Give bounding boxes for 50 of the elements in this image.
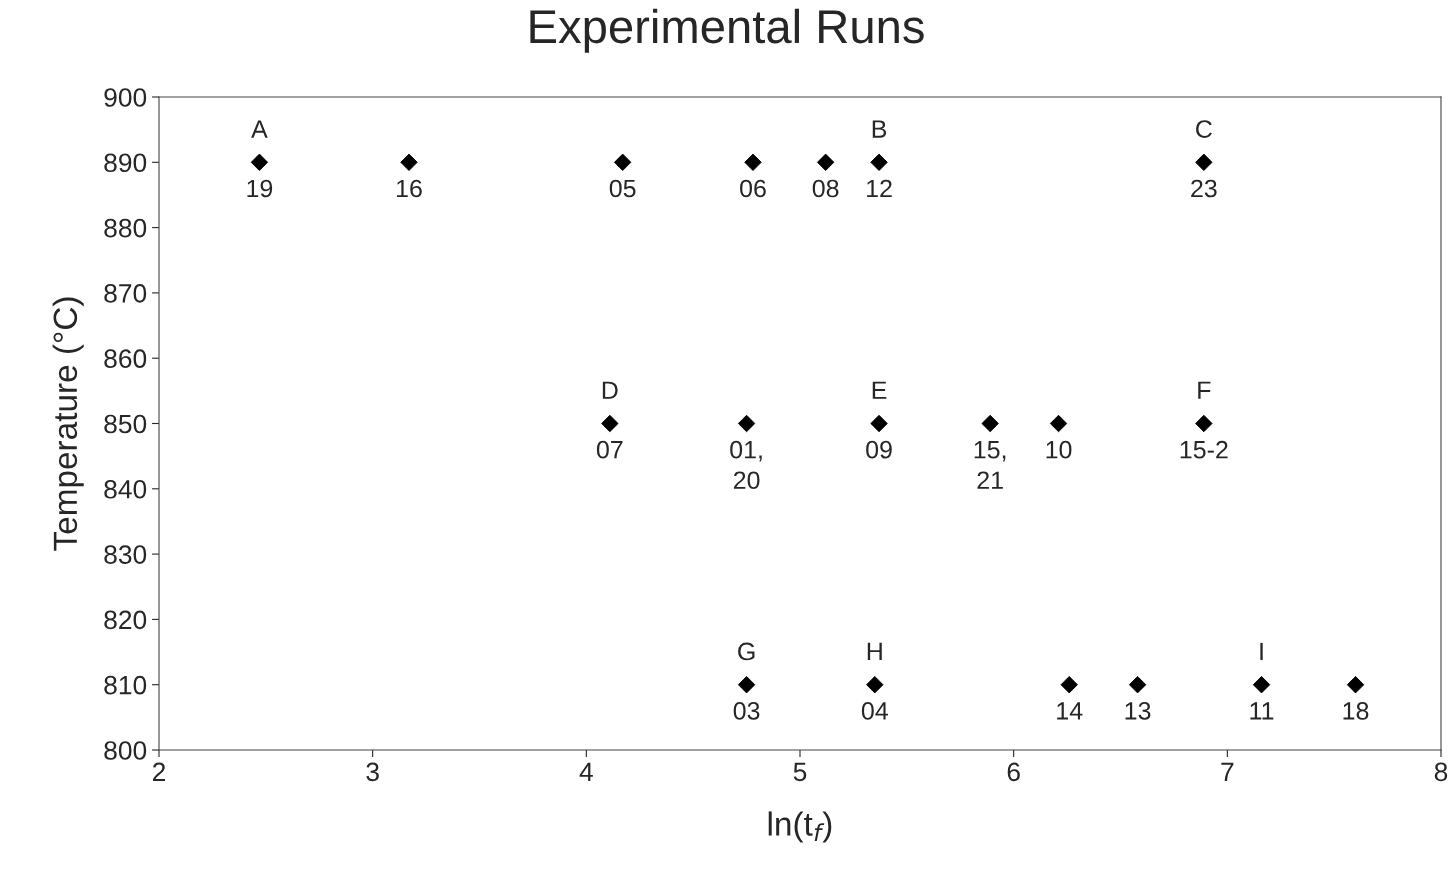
x-axis-title: ln(t$_{f}$): [768, 811, 832, 843]
x-tick-label: 4: [579, 762, 593, 781]
annotation: D: [602, 381, 618, 399]
y-tick-label: 840: [104, 479, 147, 499]
point: [1049, 414, 1068, 433]
annotation: 19: [247, 179, 273, 198]
annotation: 09: [866, 440, 892, 459]
annotation: 04: [861, 702, 888, 720]
y-tick-label: 800: [104, 741, 147, 760]
annotation: 18: [1343, 702, 1369, 720]
annotation: I: [1260, 642, 1263, 661]
annotation: 03: [733, 702, 760, 720]
y-tick-label: 810: [104, 675, 147, 695]
y-tick-label: 880: [104, 218, 147, 238]
annotation: A: [251, 120, 268, 138]
annotation: 01, 20: [730, 440, 762, 490]
y-axis-title: Temperature (°C): [52, 297, 84, 551]
x-tick-label: 8: [1434, 762, 1448, 782]
x-tick-label: 3: [366, 762, 379, 782]
annotation: F: [1198, 381, 1211, 399]
annotation: 12: [867, 179, 892, 198]
y-tick-label: 850: [104, 414, 147, 434]
annotation: 10: [1046, 440, 1072, 459]
x-tick-label: 2: [152, 762, 166, 781]
y-tick-label: 860: [104, 349, 147, 369]
annotation: 14: [1057, 702, 1083, 720]
annotation: 11: [1250, 702, 1274, 720]
annotation: G: [738, 642, 755, 661]
annotation: 15, 21: [974, 441, 1006, 489]
annotation: H: [867, 642, 882, 661]
chart-title: Experimental Runs: [530, 8, 924, 53]
annotation: C: [1196, 120, 1212, 138]
x-tick-label: 7: [1221, 762, 1234, 781]
annotation: 13: [1125, 702, 1151, 720]
annotation: 08: [812, 179, 839, 198]
y-tick-label: 830: [104, 545, 147, 564]
annotation: 06: [740, 179, 766, 198]
y-tick-label: 890: [104, 153, 147, 173]
y-tick-label: 900: [104, 88, 147, 107]
x-tick-label: 6: [1007, 762, 1020, 782]
x-tick-label: 5: [793, 762, 807, 782]
annotation: 07: [596, 440, 623, 459]
y-tick-label: 870: [104, 284, 147, 303]
annotation: B: [872, 120, 887, 138]
annotation: 15-2: [1180, 440, 1228, 459]
y-tick-label: 820: [104, 610, 147, 630]
annotation: 23: [1191, 179, 1217, 198]
annotation: 05: [609, 179, 636, 198]
annotation: E: [872, 381, 887, 399]
annotation: 16: [396, 179, 422, 198]
